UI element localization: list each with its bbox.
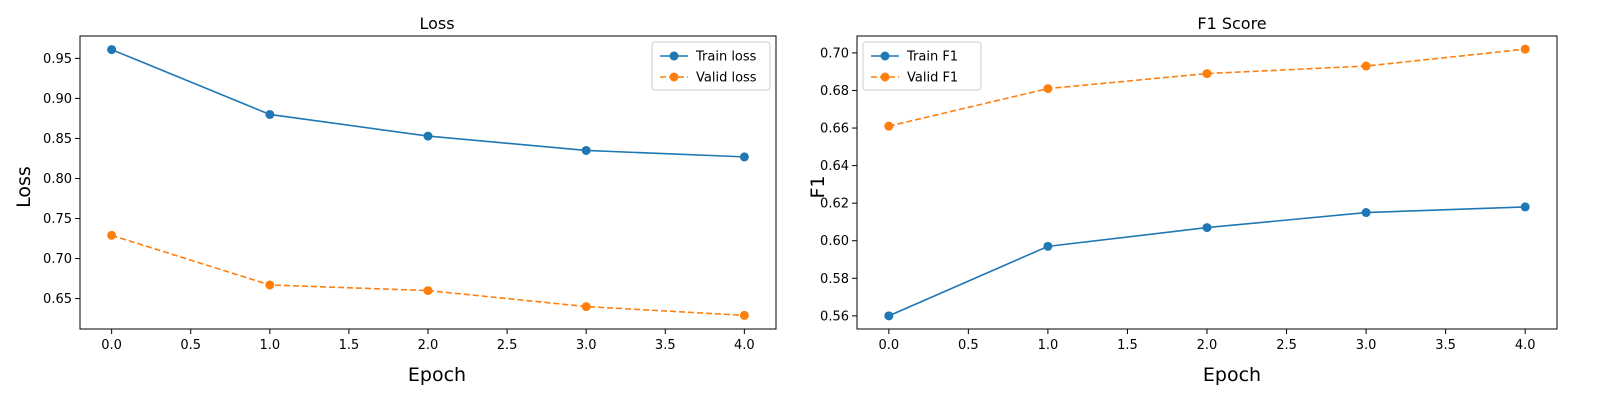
loss-series-1-line: [111, 234, 745, 317]
f1-y-tick-label: 0.64: [820, 159, 849, 174]
f1-y-tick-label: 0.70: [820, 46, 849, 61]
f1-legend-swatch-marker: [880, 72, 890, 82]
loss-x-tick-label: 4.0: [734, 338, 755, 353]
f1-ticks: 0.0 0.5 1.0 1.5 2.0 2.5 3.0 3.5 4.0 0.56 0.58 0.60 0…: [820, 46, 1535, 353]
loss-x-tick-label: 2.5: [497, 338, 518, 353]
f1-x-axis-label: Epoch: [1203, 364, 1261, 386]
loss-series-1-point: [581, 302, 591, 312]
loss-chart-title: Loss: [419, 14, 454, 33]
loss-x-tick-label: 0.5: [180, 338, 201, 353]
f1-x-tick-label: 1.5: [1117, 338, 1138, 353]
f1-marks: [884, 44, 1530, 321]
loss-chart-panel: Loss Epoch Loss 0.0 0.5 1.0 1.5 2.0 2.5 3.0 3.5…: [13, 14, 777, 386]
f1-y-tick-label: 0.56: [820, 309, 849, 324]
f1-x-tick-label: 3.5: [1435, 338, 1456, 353]
f1-y-axis-label: F1: [807, 175, 829, 198]
f1-legend-label: Valid F1: [907, 71, 958, 86]
loss-x-tick-label: 3.0: [576, 338, 597, 353]
f1-series-0-point: [1361, 208, 1371, 218]
f1-series-1-line: [888, 48, 1526, 127]
loss-x-axis-label: Epoch: [408, 364, 466, 386]
f1-y-tick-label: 0.60: [820, 234, 849, 249]
loss-x-tick-label: 2.0: [418, 338, 439, 353]
loss-series-0-point: [107, 45, 117, 55]
f1-series-0-point: [1202, 223, 1212, 233]
loss-series-0-point: [265, 109, 275, 119]
loss-y-tick-label: 0.75: [43, 212, 72, 227]
loss-x-tick-label: 1.5: [339, 338, 360, 353]
f1-series-1-point: [1361, 61, 1371, 71]
f1-x-tick-label: 2.0: [1197, 338, 1218, 353]
loss-legend-label: Train loss: [695, 50, 757, 65]
f1-legend: Train F1 Valid F1: [862, 41, 982, 91]
f1-y-tick-label: 0.68: [820, 84, 849, 99]
f1-x-tick-label: 0.0: [878, 338, 899, 353]
f1-x-tick-label: 2.5: [1276, 338, 1297, 353]
f1-chart-panel: F1 Score Epoch F1 0.0 0.5 1.0 1.5 2.0 2.5 3.0 3…: [807, 14, 1558, 386]
f1-legend-label: Train F1: [906, 50, 958, 65]
loss-legend-label: Valid loss: [696, 71, 757, 86]
f1-x-tick-label: 0.5: [958, 338, 979, 353]
loss-y-tick-label: 0.65: [43, 292, 72, 307]
loss-legend-swatch-marker: [669, 51, 679, 61]
f1-y-tick-label: 0.58: [820, 272, 849, 287]
loss-series-1-point: [739, 310, 749, 320]
loss-series-1-point: [265, 280, 275, 290]
loss-series-0-point: [423, 131, 433, 141]
f1-legend-swatch-marker: [880, 51, 890, 61]
loss-series-0-line: [111, 48, 745, 158]
loss-y-tick-label: 0.90: [43, 92, 72, 107]
f1-series-0-point: [884, 311, 894, 321]
loss-legend-swatch-marker: [669, 72, 679, 82]
f1-series-0-point: [1520, 202, 1530, 212]
loss-legend-box: [651, 41, 771, 91]
loss-y-tick-label: 0.70: [43, 252, 72, 267]
f1-axes-frame: [856, 35, 1558, 330]
f1-legend-box: [862, 41, 982, 91]
loss-y-tick-label: 0.80: [43, 172, 72, 187]
f1-series-1-point: [1520, 44, 1530, 54]
f1-y-tick-label: 0.66: [820, 122, 849, 137]
f1-series-0-point: [1043, 241, 1053, 251]
loss-y-tick-label: 0.85: [43, 132, 72, 147]
f1-series-1-point: [1202, 69, 1212, 79]
f1-series-1-point: [884, 121, 894, 131]
loss-y-tick-label: 0.95: [43, 52, 72, 67]
loss-series-0-point: [739, 152, 749, 162]
f1-chart-title: F1 Score: [1197, 14, 1266, 33]
loss-y-axis-label: Loss: [13, 166, 35, 208]
f1-x-tick-label: 4.0: [1515, 338, 1536, 353]
loss-legend: Train loss Valid loss: [651, 41, 771, 91]
f1-x-tick-label: 1.0: [1038, 338, 1059, 353]
loss-ticks: 0.0 0.5 1.0 1.5 2.0 2.5 3.0 3.5 4.0 0.65 0.70 0.75 0…: [43, 52, 755, 353]
loss-series-1-point: [107, 230, 117, 240]
loss-x-tick-label: 1.0: [259, 338, 280, 353]
loss-x-tick-label: 0.0: [101, 338, 122, 353]
loss-series-0-point: [581, 145, 591, 155]
f1-series-1-point: [1043, 84, 1053, 94]
loss-marks: [107, 45, 749, 320]
loss-axes-frame: [79, 35, 777, 330]
loss-series-1-point: [423, 286, 433, 296]
loss-x-tick-label: 3.5: [655, 338, 676, 353]
f1-x-tick-label: 3.0: [1356, 338, 1377, 353]
f1-y-tick-label: 0.62: [820, 197, 849, 212]
